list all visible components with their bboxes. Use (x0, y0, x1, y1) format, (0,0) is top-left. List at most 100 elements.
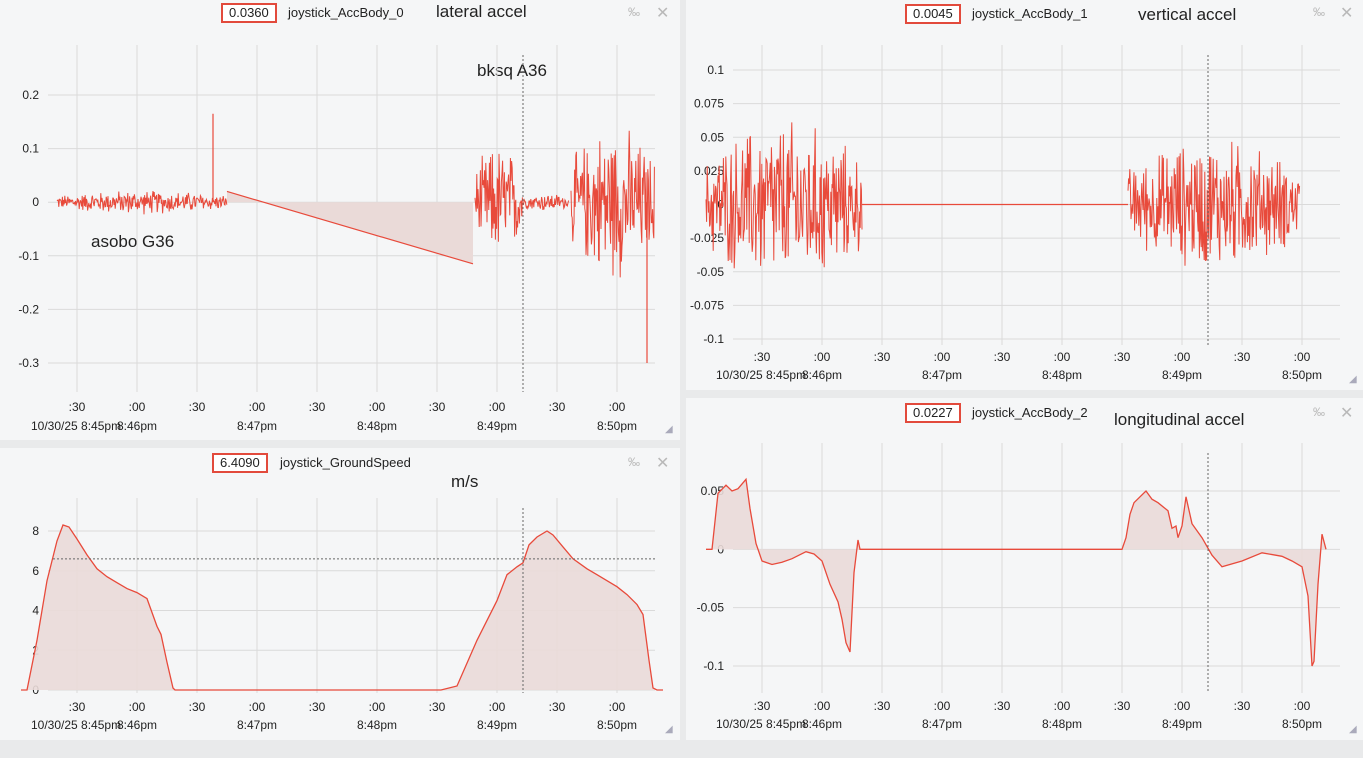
close-icon[interactable]: ✕ (656, 5, 670, 22)
y-tick-label: 0.2 (22, 88, 39, 102)
resize-handle-icon[interactable]: ◢ (665, 724, 673, 735)
close-icon[interactable]: ✕ (656, 455, 670, 472)
x-date-label: 8:49pm (477, 718, 517, 732)
groundspeed-chart: 86420:30:00:30:00:30:00:30:00:30:0010/30… (21, 498, 663, 732)
y-tick-label: 0.05 (701, 130, 725, 144)
series-line (705, 122, 863, 269)
asobo-annotation: asobo G36 (91, 232, 175, 251)
x-tick-label: :00 (609, 700, 626, 714)
x-tick-label: :30 (549, 700, 566, 714)
resize-handle-icon[interactable]: ◢ (1349, 374, 1357, 385)
x-date-label: 8:48pm (357, 718, 397, 732)
x-tick-label: :00 (249, 400, 266, 414)
x-tick-label: :00 (1294, 350, 1311, 364)
x-tick-label: :00 (369, 700, 386, 714)
series-area-fill (706, 479, 1326, 666)
x-tick-label: :30 (754, 350, 771, 364)
x-tick-label: :30 (549, 400, 566, 414)
resize-handle-icon[interactable]: ◢ (665, 424, 673, 435)
x-tick-label: :30 (1114, 350, 1131, 364)
x-tick-label: :30 (429, 400, 446, 414)
series-line (56, 191, 228, 215)
panel-value-badge: 6.4090 (212, 453, 268, 473)
x-date-label: 8:50pm (1282, 717, 1322, 731)
series-line (226, 190, 474, 265)
x-date-label: 8:46pm (802, 717, 842, 731)
chart-panel-groundspeed: 6.4090 joystick_GroundSpeed m/s ‰ ✕ 8642… (0, 448, 680, 740)
x-tick-label: :30 (189, 400, 206, 414)
x-date-label: 8:50pm (597, 718, 637, 732)
y-tick-label: 6 (32, 564, 39, 578)
x-tick-label: :30 (874, 699, 891, 713)
x-tick-label: :00 (609, 400, 626, 414)
vertical-accel-chart: 0.10.0750.050.0250-0.025-0.05-0.075-0.1:… (690, 45, 1340, 382)
x-date-label: 8:50pm (1282, 368, 1322, 382)
panel-value-badge: 0.0045 (905, 4, 961, 24)
x-date-label: 8:48pm (357, 419, 397, 433)
x-tick-label: :30 (309, 700, 326, 714)
y-tick-label: -0.05 (697, 601, 725, 615)
close-icon[interactable]: ✕ (1340, 405, 1354, 422)
permille-icon[interactable]: ‰ (1313, 405, 1325, 419)
series-area-fill (21, 525, 663, 690)
x-tick-label: :30 (1114, 699, 1131, 713)
lateral-accel-chart: 0.2 0.1 0 -0.1 -0.2 -0.3 :30 :00 :30 :00 :30 :00 :30… (18, 45, 655, 433)
y-tick-label: 0.075 (694, 97, 724, 111)
y-tick-label: 0.025 (694, 164, 724, 178)
x-date-label: 8:49pm (1162, 368, 1202, 382)
x-date-label: 8:47pm (237, 718, 277, 732)
panel-series-name: joystick_AccBody_0 (288, 5, 404, 20)
x-tick-label: :00 (934, 350, 951, 364)
panel-value-badge: 0.0227 (905, 403, 961, 423)
panel-annotation: vertical accel (1138, 5, 1237, 24)
x-date-label: 8:46pm (117, 718, 157, 732)
x-tick-label: :00 (1174, 350, 1191, 364)
x-date-label: 10/30/25 8:45pm (716, 368, 806, 382)
x-tick-label: :00 (129, 700, 146, 714)
y-tick-label: -0.2 (18, 302, 39, 316)
y-tick-label: 8 (32, 524, 39, 538)
longitudinal-accel-chart: 0.050-0.05-0.1:30:00:30:00:30:00:30:00:3… (697, 443, 1340, 731)
y-tick-label: -0.1 (18, 249, 39, 263)
panel-series-name: joystick_GroundSpeed (280, 455, 411, 470)
x-date-label: 8:46pm (117, 419, 157, 433)
series-line (474, 153, 523, 242)
x-date-label: 8:49pm (1162, 717, 1202, 731)
x-tick-label: :30 (429, 700, 446, 714)
x-tick-label: :30 (994, 699, 1011, 713)
x-tick-label: :30 (1234, 699, 1251, 713)
y-tick-label: 0.1 (22, 142, 39, 156)
y-tick-label: -0.1 (703, 659, 724, 673)
x-tick-label: :30 (309, 400, 326, 414)
series-line (522, 194, 570, 211)
permille-icon[interactable]: ‰ (628, 5, 640, 19)
y-tick-label: 0 (32, 195, 39, 209)
x-tick-label: :00 (814, 350, 831, 364)
resize-handle-icon[interactable]: ◢ (1349, 724, 1357, 735)
x-date-label: 8:46pm (802, 368, 842, 382)
x-date-label: 8:48pm (1042, 717, 1082, 731)
x-tick-label: :30 (754, 699, 771, 713)
x-tick-label: :00 (934, 699, 951, 713)
x-tick-label: :00 (129, 400, 146, 414)
permille-icon[interactable]: ‰ (1313, 5, 1325, 19)
x-tick-label: :00 (814, 699, 831, 713)
x-tick-label: :30 (874, 350, 891, 364)
series-line (21, 524, 663, 691)
x-tick-label: :00 (1054, 699, 1071, 713)
x-tick-label: :30 (189, 700, 206, 714)
close-icon[interactable]: ✕ (1340, 5, 1354, 22)
panel-series-name: joystick_AccBody_1 (972, 6, 1088, 21)
permille-icon[interactable]: ‰ (628, 455, 640, 469)
y-tick-label: -0.05 (697, 265, 725, 279)
panel-value-badge: 0.0360 (221, 3, 277, 23)
chart-panel-longitudinal: 0.0227 joystick_AccBody_2 longitudinal a… (686, 398, 1363, 740)
series-line (706, 477, 1327, 667)
panel-series-name: joystick_AccBody_2 (972, 405, 1088, 420)
x-tick-label: :30 (69, 400, 86, 414)
y-tick-label: -0.3 (18, 356, 39, 370)
x-date-label: 8:50pm (597, 419, 637, 433)
chart-panel-vertical: 0.0045 joystick_AccBody_1 vertical accel… (686, 0, 1363, 390)
panel-annotation: m/s (451, 472, 479, 491)
series-line (1127, 141, 1301, 266)
